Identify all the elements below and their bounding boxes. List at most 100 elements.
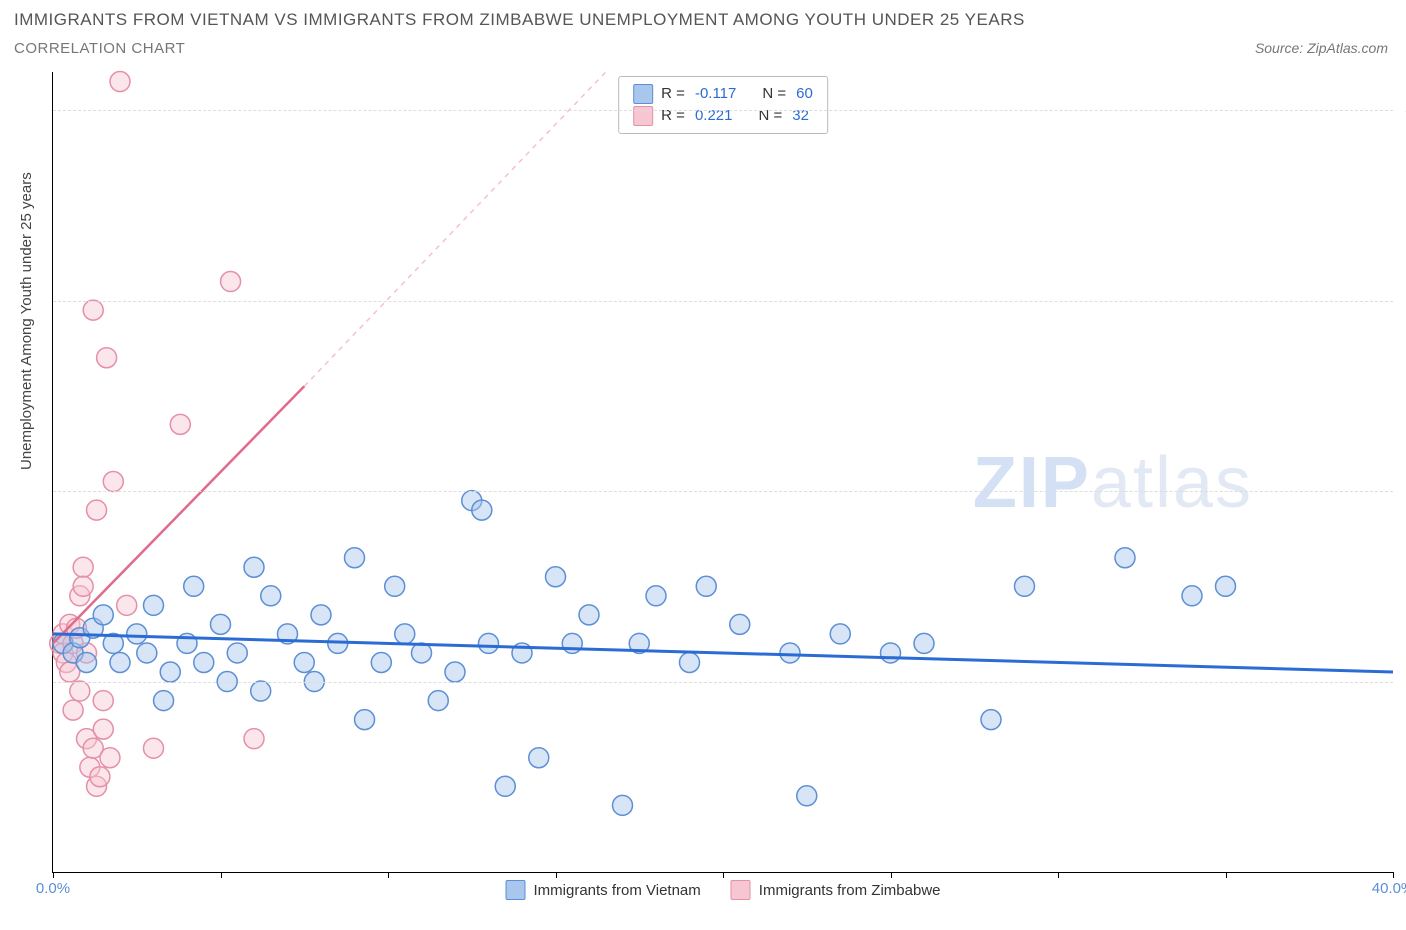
data-point xyxy=(613,795,633,815)
legend-row-vietnam: R = -0.117 N = 60 xyxy=(633,83,813,105)
data-point xyxy=(479,633,499,653)
y-axis-label: Unemployment Among Youth under 25 years xyxy=(18,172,35,470)
x-tick-label: 0.0% xyxy=(36,880,70,897)
data-point xyxy=(227,643,247,663)
data-point xyxy=(472,500,492,520)
data-point xyxy=(97,348,117,368)
n-value-zimbabwe: 32 xyxy=(792,105,809,127)
data-point xyxy=(103,472,123,492)
swatch-vietnam-icon xyxy=(506,880,526,900)
data-point xyxy=(562,633,582,653)
data-point xyxy=(251,681,271,701)
data-point xyxy=(73,576,93,596)
x-tick xyxy=(1226,872,1227,878)
data-point xyxy=(144,738,164,758)
source-prefix: Source: xyxy=(1255,40,1307,56)
swatch-zimbabwe xyxy=(633,106,653,126)
data-point xyxy=(184,576,204,596)
data-point xyxy=(211,614,231,634)
chart-title: IMMIGRANTS FROM VIETNAM VS IMMIGRANTS FR… xyxy=(14,10,1025,30)
data-point xyxy=(730,614,750,634)
data-point xyxy=(127,624,147,644)
data-point xyxy=(981,710,1001,730)
data-point xyxy=(385,576,405,596)
data-point xyxy=(881,643,901,663)
r-label: R = xyxy=(661,105,685,127)
data-point xyxy=(110,72,130,92)
data-point xyxy=(1115,548,1135,568)
data-point xyxy=(1015,576,1035,596)
x-tick xyxy=(891,872,892,878)
data-point xyxy=(110,652,130,672)
trendline xyxy=(53,634,1393,672)
x-tick xyxy=(221,872,222,878)
data-point xyxy=(144,595,164,615)
scatter-svg xyxy=(53,72,1393,872)
data-point xyxy=(371,652,391,672)
legend-item-zimbabwe: Immigrants from Zimbabwe xyxy=(731,880,941,900)
data-point xyxy=(395,624,415,644)
data-point xyxy=(87,500,107,520)
r-label: R = xyxy=(661,83,685,105)
data-point xyxy=(261,586,281,606)
data-point xyxy=(170,414,190,434)
gridline xyxy=(53,301,1393,302)
data-point xyxy=(244,557,264,577)
x-tick xyxy=(723,872,724,878)
r-value-vietnam: -0.117 xyxy=(695,83,736,105)
data-point xyxy=(680,652,700,672)
x-tick xyxy=(53,872,54,878)
n-label: N = xyxy=(758,105,782,127)
data-point xyxy=(117,595,137,615)
gridline xyxy=(53,491,1393,492)
data-point xyxy=(529,748,549,768)
x-tick xyxy=(388,872,389,878)
r-value-zimbabwe: 0.221 xyxy=(695,105,733,127)
data-point xyxy=(83,300,103,320)
data-point xyxy=(579,605,599,625)
data-point xyxy=(1182,586,1202,606)
data-point xyxy=(495,776,515,796)
data-point xyxy=(780,643,800,663)
source-name: ZipAtlas.com xyxy=(1307,40,1388,56)
data-point xyxy=(646,586,666,606)
data-point xyxy=(1216,576,1236,596)
data-point xyxy=(546,567,566,587)
plot-area: ZIPatlas R = -0.117 N = 60 R = 0.221 N =… xyxy=(52,72,1393,873)
data-point xyxy=(154,691,174,711)
data-point xyxy=(160,662,180,682)
data-point xyxy=(797,786,817,806)
data-point xyxy=(73,557,93,577)
gridline xyxy=(53,682,1393,683)
data-point xyxy=(100,748,120,768)
data-point xyxy=(355,710,375,730)
legend-label-vietnam: Immigrants from Vietnam xyxy=(534,882,701,899)
x-tick xyxy=(1058,872,1059,878)
data-point xyxy=(77,652,97,672)
swatch-vietnam xyxy=(633,84,653,104)
data-point xyxy=(345,548,365,568)
data-point xyxy=(244,729,264,749)
series-legend: Immigrants from Vietnam Immigrants from … xyxy=(506,880,941,900)
data-point xyxy=(90,767,110,787)
data-point xyxy=(830,624,850,644)
chart-subtitle: CORRELATION CHART xyxy=(14,40,185,57)
data-point xyxy=(63,700,83,720)
data-point xyxy=(914,633,934,653)
n-label: N = xyxy=(762,83,786,105)
legend-item-vietnam: Immigrants from Vietnam xyxy=(506,880,701,900)
data-point xyxy=(311,605,331,625)
data-point xyxy=(294,652,314,672)
x-tick xyxy=(1393,872,1394,878)
data-point xyxy=(696,576,716,596)
data-point xyxy=(93,691,113,711)
data-point xyxy=(194,652,214,672)
data-point xyxy=(445,662,465,682)
source-attribution: Source: ZipAtlas.com xyxy=(1255,40,1388,56)
x-tick-label: 40.0% xyxy=(1372,880,1406,897)
trendline-extension xyxy=(304,72,606,386)
data-point xyxy=(70,681,90,701)
data-point xyxy=(221,272,241,292)
data-point xyxy=(93,605,113,625)
gridline xyxy=(53,110,1393,111)
